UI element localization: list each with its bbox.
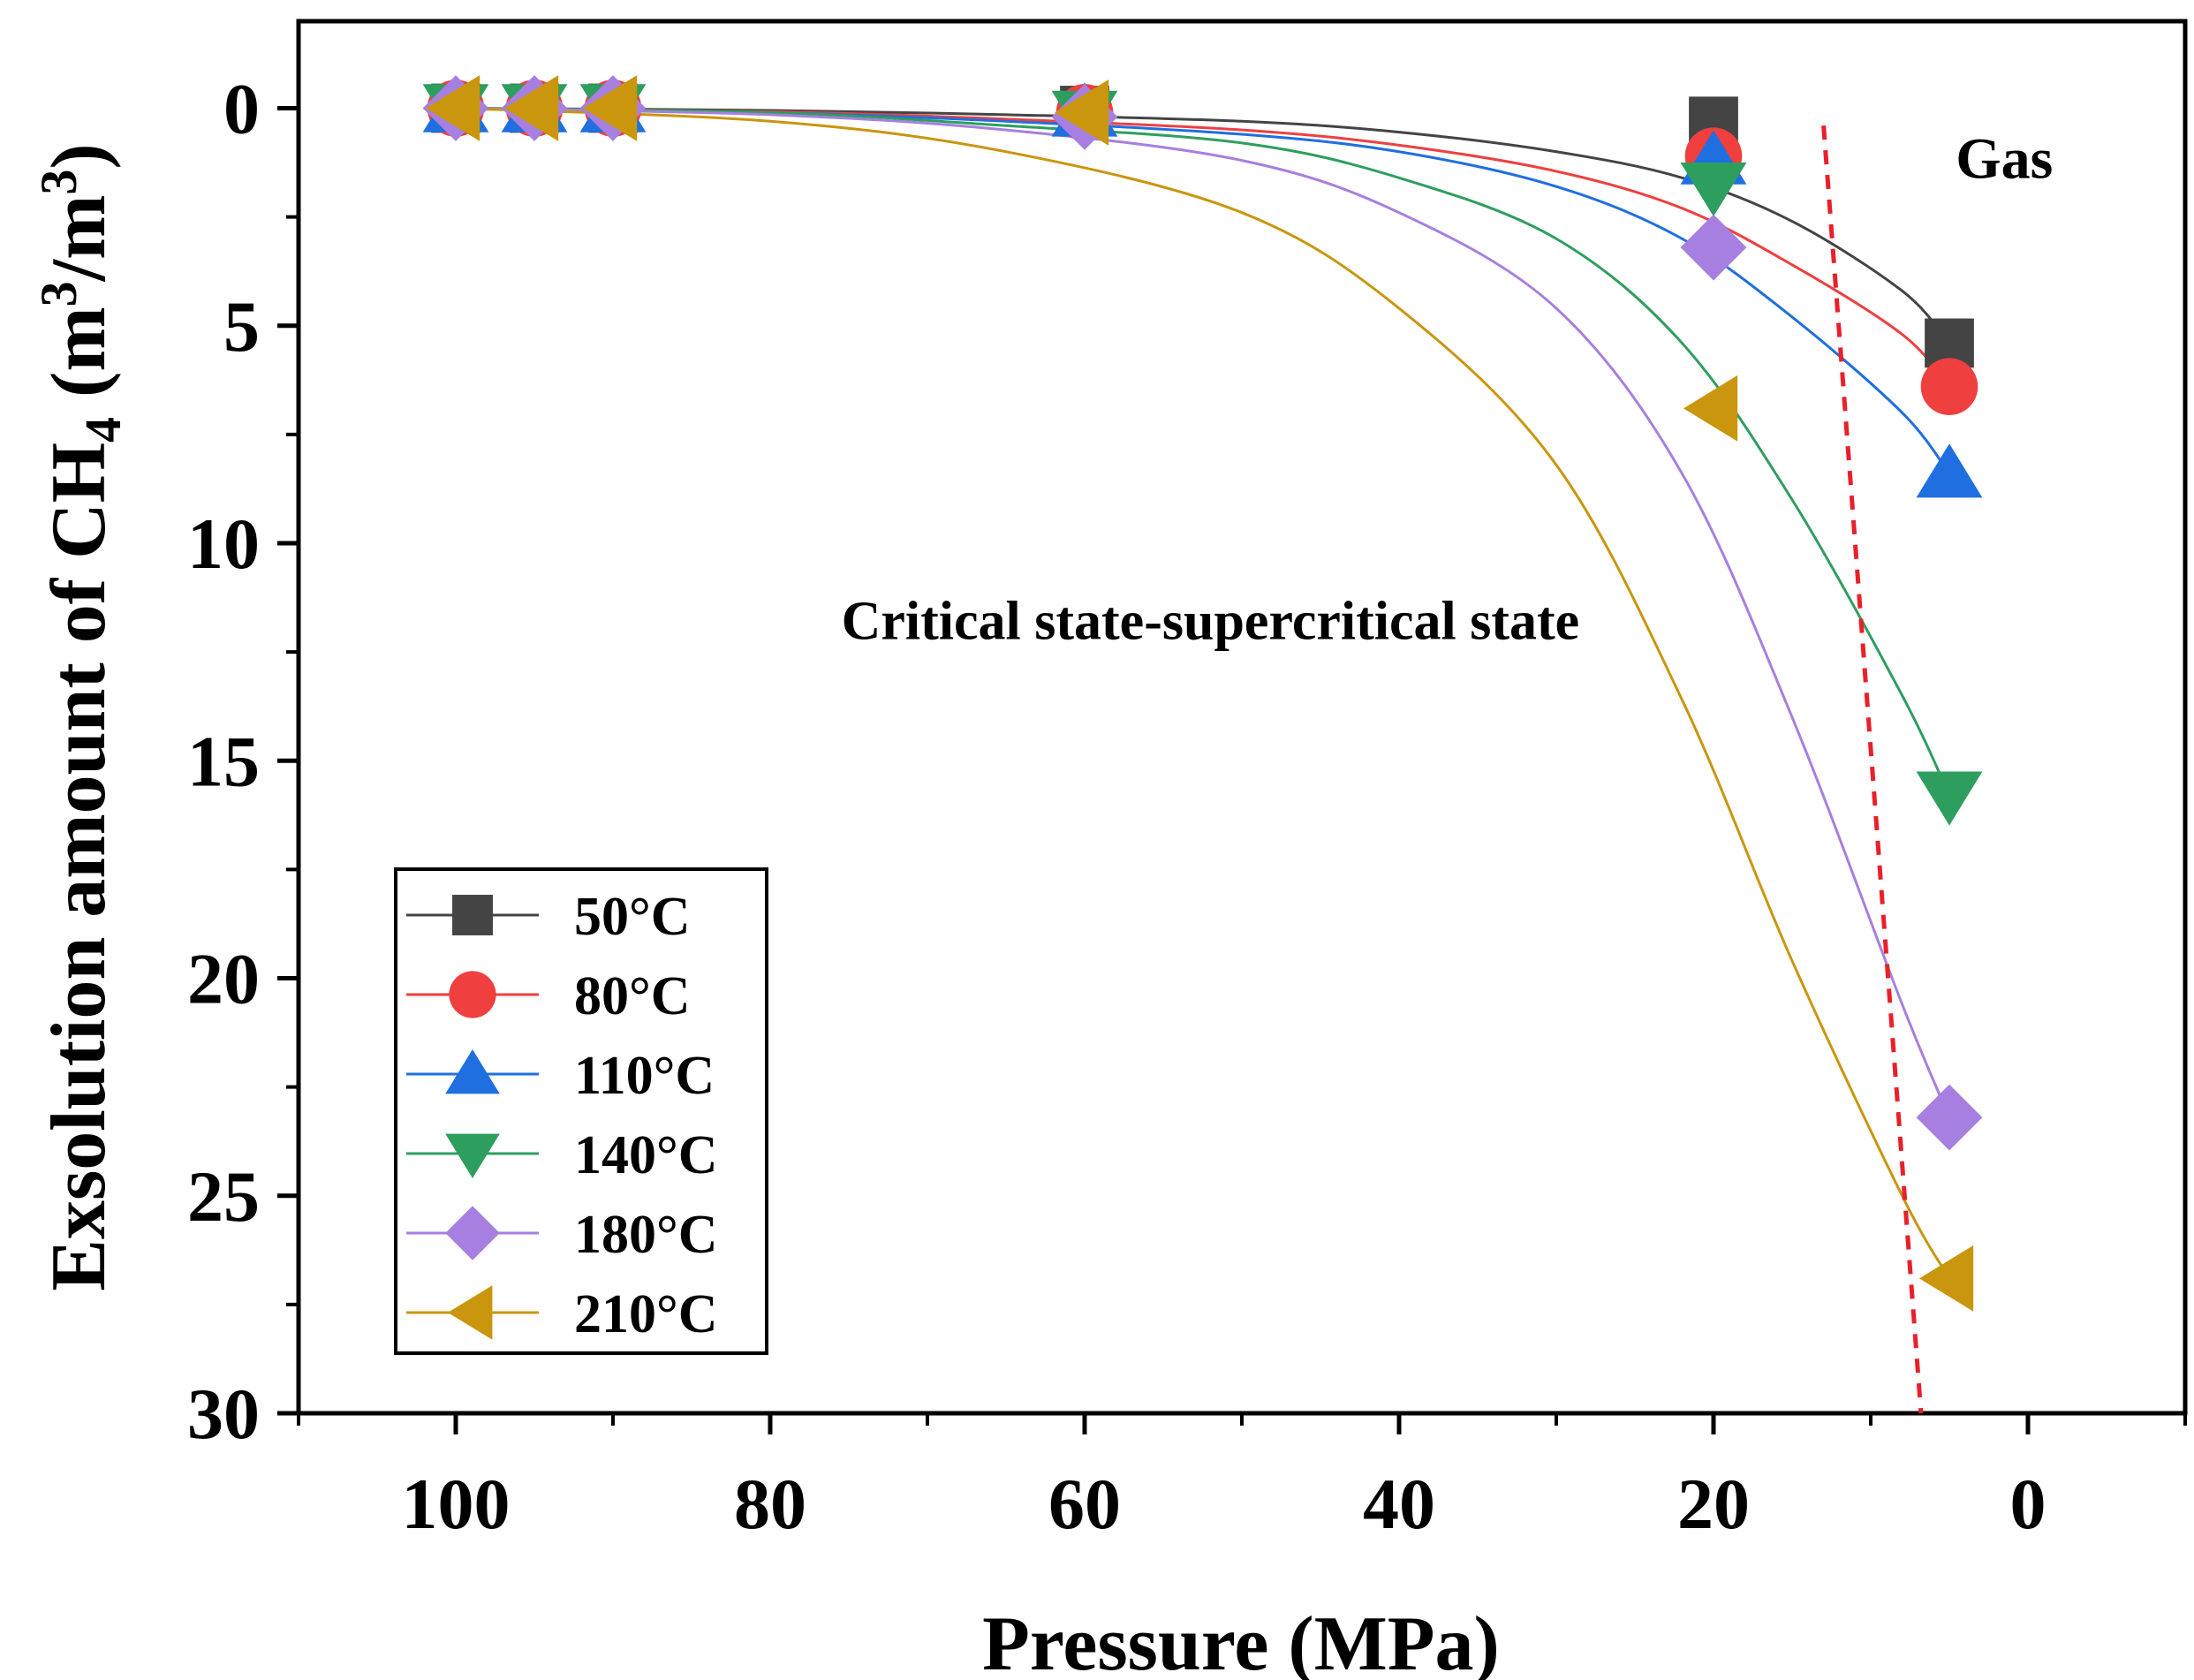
legend-marker-50°C [452, 895, 493, 935]
annotation-gas: Gas [1956, 126, 2053, 191]
legend: 50°C 80°C 110°C 140°C 180°C 210°C [394, 867, 768, 1355]
y-tick-label: 15 [187, 721, 260, 801]
legend-box [394, 867, 768, 1355]
y-axis-title-sub: 4 [74, 417, 132, 443]
data-point-140°C [1916, 771, 1983, 826]
legend-label-140°C: 140°C [574, 1125, 718, 1185]
x-tick-label: 0 [2010, 1464, 2046, 1544]
data-point-110°C [1916, 443, 1983, 498]
fit-curve-210°C [455, 107, 1951, 1280]
annotation-critical: Critical state-supercritical state [842, 591, 1580, 651]
x-axis-title: Pressure (MPa) [982, 1601, 1500, 1680]
data-point-180°C [1916, 1084, 1983, 1151]
legend-label-210°C: 210°C [574, 1284, 718, 1344]
data-point-210°C [1919, 1245, 1974, 1312]
y-axis: 0 5 10 15 20 25 30 [187, 69, 299, 1454]
x-tick-label: 100 [402, 1464, 511, 1544]
y-axis-title-sup2: 3 [30, 170, 87, 195]
y-tick-label: 5 [223, 286, 260, 367]
data-point-210°C [1055, 79, 1109, 146]
y-axis-title-main: Exsolution amount of CH [36, 443, 122, 1291]
annotations: Gas Critical state-supercritical state [842, 126, 2054, 651]
data-point-80°C [1920, 358, 1978, 416]
data-point-210°C [426, 75, 480, 141]
legend-label-50°C: 50°C [574, 887, 691, 947]
y-axis-title-unit-post: ) [36, 143, 122, 169]
fit-curve-50°C [455, 107, 1951, 344]
fit-curve-180°C [455, 107, 1951, 1118]
data-point-140°C [1680, 162, 1747, 217]
y-axis-title-unit-pre: (m [36, 306, 122, 417]
legend-marker-110°C [445, 1049, 500, 1094]
legend-marker-210°C [448, 1285, 493, 1340]
y-axis-title-unit-mid: /m [36, 195, 122, 283]
legend-marker-140°C [445, 1133, 500, 1178]
legend-marker-180°C [445, 1206, 500, 1260]
data-point-180°C [1680, 214, 1747, 281]
y-axis-title-sup1: 3 [30, 281, 87, 306]
dashed-divider-line [1821, 125, 1924, 1414]
x-tick-label: 80 [734, 1464, 806, 1544]
fit-curves [455, 107, 1951, 1280]
x-tick-label: 40 [1363, 1464, 1435, 1544]
legend-marker-80°C [449, 971, 496, 1018]
svg-text:Exsolution amount of CH4 (m3/m: Exsolution amount of CH4 (m3/m3) [30, 143, 132, 1291]
legend-label-180°C: 180°C [574, 1205, 718, 1265]
y-tick-label: 25 [187, 1156, 260, 1237]
phase-divider [1821, 125, 1924, 1414]
legend-label-80°C: 80°C [574, 966, 691, 1026]
legend-label-110°C: 110°C [574, 1046, 715, 1106]
data-point-210°C [504, 75, 559, 141]
x-axis: 100 80 60 40 20 0 [297, 1413, 2187, 1544]
x-tick-label: 20 [1677, 1464, 1750, 1544]
y-tick-label: 20 [187, 939, 260, 1019]
y-tick-label: 10 [187, 503, 260, 584]
data-point-210°C [1683, 375, 1738, 442]
y-tick-label: 30 [187, 1374, 260, 1454]
data-markers [422, 75, 1983, 1312]
fit-curve-140°C [455, 107, 1951, 797]
x-tick-label: 60 [1048, 1464, 1121, 1544]
data-point-210°C [583, 75, 638, 141]
y-axis-title: Exsolution amount of CH4 (m3/m3) [30, 143, 132, 1291]
y-tick-label: 0 [223, 69, 260, 149]
